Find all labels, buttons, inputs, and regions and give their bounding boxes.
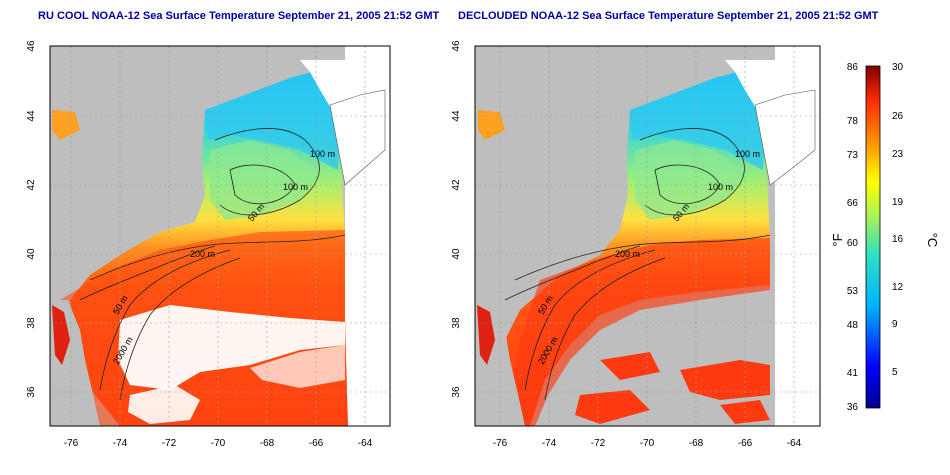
- left-bathymetry: [79, 128, 346, 401]
- celsius-tick: 26: [892, 111, 904, 122]
- left-cloud-streak: [250, 345, 345, 388]
- fahrenheit-tick: 48: [847, 320, 859, 331]
- right-warm-patch: [600, 352, 660, 380]
- left-lon-tick: -72: [162, 438, 177, 449]
- right-warm-patch: [680, 360, 770, 400]
- right-lat-tick: 36: [451, 386, 462, 398]
- right-chesapeake-bay: [477, 305, 495, 365]
- right-lat-tick: 46: [451, 40, 462, 52]
- right-lon-tick: -76: [493, 438, 508, 449]
- fahrenheit-tick: 36: [847, 402, 859, 413]
- fahrenheit-tick: 53: [847, 286, 859, 297]
- celsius-label: °C: [925, 233, 940, 248]
- right-lon-tick: -74: [542, 438, 557, 449]
- left-contour-label-4: 200 m: [190, 249, 215, 259]
- fahrenheit-tick: 60: [847, 238, 859, 249]
- colorbar-celsius-ticks: 30 26 23 19 16 12 9 5: [892, 62, 904, 378]
- left-contour-label-2: 100 m: [283, 182, 308, 192]
- right-west-patch: [478, 110, 505, 140]
- right-contour-label-2: 100 m: [708, 182, 733, 192]
- left-map-border: [49, 45, 391, 427]
- fahrenheit-label: °F: [830, 233, 845, 246]
- right-contour-label-1: 100 m: [735, 149, 760, 159]
- fahrenheit-tick: 86: [847, 62, 859, 73]
- right-map-title: DECLOUDED NOAA-12 Sea Surface Temperatur…: [458, 10, 879, 22]
- left-lat-tick: 44: [26, 110, 37, 122]
- right-warm-patch: [575, 390, 650, 424]
- celsius-tick: 9: [892, 319, 898, 330]
- left-cloud-patch: [128, 385, 200, 424]
- right-lat-tick: 38: [451, 317, 462, 329]
- left-lon-tick: -68: [260, 438, 275, 449]
- left-graticule: [50, 46, 390, 426]
- right-lon-tick: -66: [738, 438, 753, 449]
- left-lat-axis: 46 44 42 40 38 36: [26, 40, 37, 398]
- colorbar-fahrenheit-ticks: 86 78 73 66 60 53 48 41 36: [847, 62, 859, 413]
- left-lon-tick: -64: [358, 438, 373, 449]
- right-lon-axis: -76 -74 -72 -70 -68 -66 -64: [493, 438, 802, 449]
- left-contour-label-1: 100 m: [310, 149, 335, 159]
- fahrenheit-tick: 41: [847, 368, 859, 379]
- left-georges-bank: [210, 140, 320, 220]
- celsius-tick: 30: [892, 62, 904, 73]
- celsius-tick: 5: [892, 367, 898, 378]
- right-bathymetry: [504, 128, 771, 401]
- left-lon-tick: -74: [113, 438, 128, 449]
- right-lat-tick: 44: [451, 110, 462, 122]
- left-lon-axis: -76 -74 -72 -70 -68 -66 -64: [64, 438, 373, 449]
- right-georges-bank: [635, 140, 745, 220]
- right-cold-water: [630, 70, 765, 170]
- left-lat-tick: 38: [26, 317, 37, 329]
- left-west-patch: [52, 110, 80, 140]
- left-map-title: RU COOL NOAA-12 Sea Surface Temperature …: [38, 10, 440, 22]
- right-lon-tick: -64: [787, 438, 802, 449]
- right-warm-water: [505, 238, 770, 426]
- right-lat-tick: 42: [451, 179, 462, 191]
- right-lon-tick: -72: [591, 438, 606, 449]
- left-lat-tick: 40: [26, 248, 37, 260]
- right-contour-label-4: 200 m: [615, 249, 640, 259]
- celsius-tick: 16: [892, 234, 904, 245]
- right-graticule: [475, 46, 820, 426]
- right-lon-tick: -68: [689, 438, 704, 449]
- left-cold-water: [205, 70, 340, 170]
- left-cloud-band: [118, 305, 345, 390]
- left-lon-tick: -76: [64, 438, 79, 449]
- left-lon-tick: -70: [211, 438, 226, 449]
- fahrenheit-tick: 73: [847, 150, 859, 161]
- colorbar: 86 78 73 66 60 53 48 41 36 30 26 23 19 1…: [830, 62, 940, 413]
- left-lat-tick: 46: [26, 40, 37, 52]
- right-map-panel: 100 m 100 m 50 m 200 m 50 m 2000 m -76 -…: [451, 40, 821, 449]
- left-lon-tick: -66: [309, 438, 324, 449]
- fahrenheit-tick: 66: [847, 198, 859, 209]
- right-lat-axis: 46 44 42 40 38 36: [451, 40, 462, 398]
- left-chesapeake-bay: [52, 305, 70, 365]
- fahrenheit-tick: 78: [847, 116, 859, 127]
- left-lat-tick: 36: [26, 386, 37, 398]
- celsius-tick: 12: [892, 282, 904, 293]
- celsius-tick: 19: [892, 197, 904, 208]
- right-lon-tick: -70: [640, 438, 655, 449]
- right-map-border: [474, 45, 821, 427]
- colorbar-scale: [865, 65, 881, 409]
- right-lat-tick: 40: [451, 248, 462, 260]
- left-lat-tick: 42: [26, 179, 37, 191]
- celsius-tick: 23: [892, 149, 904, 160]
- left-map-panel: 100 m 100 m 50 m 200 m 50 m 2000 m -76 -…: [26, 40, 391, 449]
